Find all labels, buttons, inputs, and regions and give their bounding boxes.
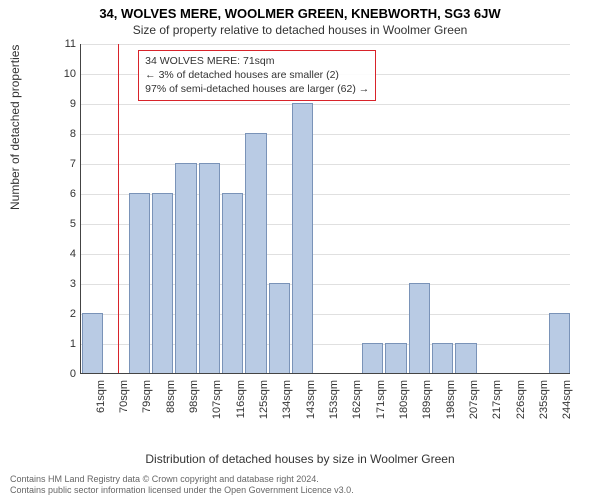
y-tick-label: 0 xyxy=(56,368,76,380)
y-tick-label: 2 xyxy=(56,308,76,320)
y-tick-label: 8 xyxy=(56,128,76,140)
annotation-line: ← 3% of detached houses are smaller (2) xyxy=(145,68,369,82)
x-tick-label: 143sqm xyxy=(305,380,317,419)
x-tick-label: 207sqm xyxy=(468,380,480,419)
annotation-line: 34 WOLVES MERE: 71sqm xyxy=(145,54,369,68)
chart-subtitle: Size of property relative to detached ho… xyxy=(0,21,600,37)
attribution-footer: Contains HM Land Registry data © Crown c… xyxy=(10,474,590,497)
x-tick-label: 171sqm xyxy=(375,380,387,419)
bar xyxy=(245,133,266,373)
x-tick-label: 235sqm xyxy=(538,380,550,419)
bar xyxy=(362,343,383,373)
footer-line-1: Contains HM Land Registry data © Crown c… xyxy=(10,474,590,485)
y-tick-label: 10 xyxy=(56,68,76,80)
x-axis-label: Distribution of detached houses by size … xyxy=(0,452,600,466)
x-tick-label: 217sqm xyxy=(491,380,503,419)
x-tick-label: 198sqm xyxy=(445,380,457,419)
bar xyxy=(222,193,243,373)
y-tick-label: 3 xyxy=(56,278,76,290)
x-tick-label: 61sqm xyxy=(95,380,107,413)
chart-area: 01234567891011 34 WOLVES MERE: 71sqm← 3%… xyxy=(50,44,570,412)
x-tick-label: 244sqm xyxy=(561,380,573,419)
y-tick-label: 4 xyxy=(56,248,76,260)
x-tick-label: 88sqm xyxy=(165,380,177,413)
plot-area: 34 WOLVES MERE: 71sqm← 3% of detached ho… xyxy=(80,44,570,374)
x-tick-label: 98sqm xyxy=(188,380,200,413)
x-tick-label: 116sqm xyxy=(235,380,247,418)
x-tick-label: 162sqm xyxy=(351,380,363,419)
y-axis-label: Number of detached properties xyxy=(8,45,22,210)
bar xyxy=(385,343,406,373)
x-tick-label: 79sqm xyxy=(141,380,153,413)
bar xyxy=(175,163,196,373)
bar xyxy=(152,193,173,373)
bar xyxy=(432,343,453,373)
bar xyxy=(129,193,150,373)
footer-line-2: Contains public sector information licen… xyxy=(10,485,590,496)
x-tick-label: 125sqm xyxy=(258,380,270,419)
x-tick-label: 153sqm xyxy=(328,380,340,419)
x-tick-label: 180sqm xyxy=(398,380,410,419)
x-tick-label: 226sqm xyxy=(515,380,527,419)
x-tick-label: 70sqm xyxy=(118,380,130,413)
page-title: 34, WOLVES MERE, WOOLMER GREEN, KNEBWORT… xyxy=(0,0,600,21)
annotation-box: 34 WOLVES MERE: 71sqm← 3% of detached ho… xyxy=(138,50,376,101)
y-tick-label: 6 xyxy=(56,188,76,200)
bar xyxy=(409,283,430,373)
x-tick-label: 107sqm xyxy=(211,380,223,419)
annotation-line: 97% of semi-detached houses are larger (… xyxy=(145,82,369,96)
bar xyxy=(199,163,220,373)
y-tick-label: 5 xyxy=(56,218,76,230)
y-tick-label: 1 xyxy=(56,338,76,350)
y-tick-label: 9 xyxy=(56,98,76,110)
bar xyxy=(292,103,313,373)
bar xyxy=(455,343,476,373)
x-tick-label: 189sqm xyxy=(421,380,433,419)
bar xyxy=(269,283,290,373)
y-tick-label: 7 xyxy=(56,158,76,170)
bar xyxy=(82,313,103,373)
y-tick-label: 11 xyxy=(56,38,76,50)
bar xyxy=(549,313,570,373)
x-tick-label: 134sqm xyxy=(281,380,293,419)
